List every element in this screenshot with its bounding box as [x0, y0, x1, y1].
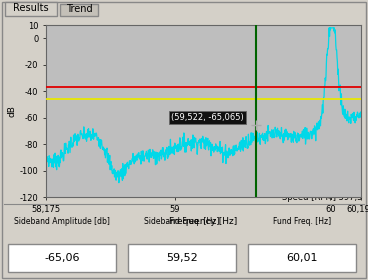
- Bar: [248, 244, 356, 272]
- Text: Fund Freq. [Hz]: Fund Freq. [Hz]: [273, 217, 331, 226]
- Bar: [8, 244, 116, 272]
- X-axis label: Frequency [Hz]: Frequency [Hz]: [169, 217, 237, 226]
- Text: Results: Results: [13, 3, 49, 13]
- Bar: [60, 4, 98, 16]
- Text: Trend: Trend: [66, 4, 92, 14]
- Text: 59,52: 59,52: [166, 253, 198, 263]
- Text: -65,06: -65,06: [44, 253, 80, 263]
- Text: (59,522, -65,065): (59,522, -65,065): [171, 113, 244, 122]
- Bar: [5, 2, 57, 16]
- Text: Sideband Freq. [Hz]: Sideband Freq. [Hz]: [144, 217, 220, 226]
- Bar: [128, 244, 236, 272]
- Y-axis label: dB: dB: [8, 105, 17, 117]
- Text: 60,01: 60,01: [286, 253, 318, 263]
- Text: Sideband Amplitude [db]: Sideband Amplitude [db]: [14, 217, 110, 226]
- Text: Speed [RPM] 597,5: Speed [RPM] 597,5: [282, 193, 362, 202]
